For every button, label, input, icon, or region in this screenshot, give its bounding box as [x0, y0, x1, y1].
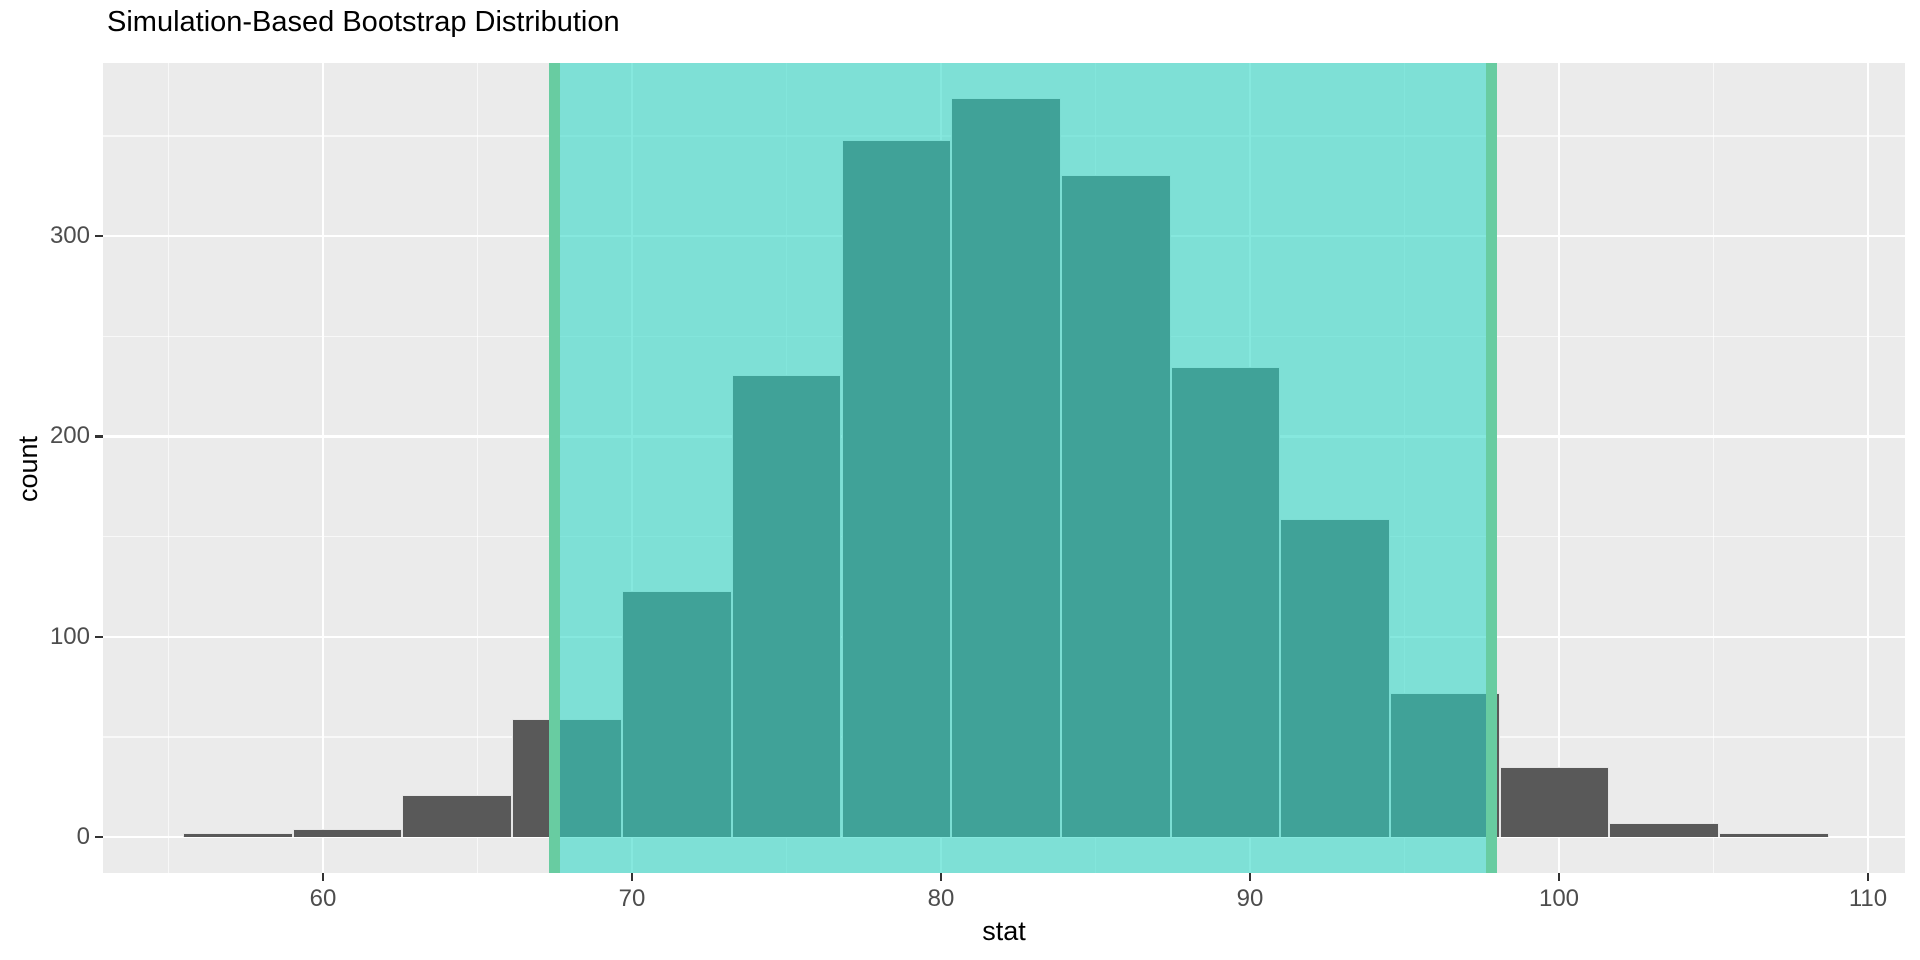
x-tick-label: 90 — [1236, 885, 1264, 912]
y-tick-mark — [95, 435, 103, 438]
histogram-bar — [292, 829, 403, 837]
x-tick-mark — [1249, 873, 1252, 881]
x-tick-label: 60 — [309, 885, 337, 912]
ci-lower-bound-line — [549, 63, 561, 873]
x-major-gridline — [321, 63, 325, 873]
x-axis-title: stat — [982, 916, 1026, 946]
x-tick-mark — [631, 873, 634, 881]
ci-upper-bound-line — [1485, 63, 1497, 873]
y-tick-mark — [95, 235, 103, 238]
histogram-bar — [1609, 823, 1720, 837]
y-axis-title: count — [13, 435, 43, 503]
x-tick-mark — [1867, 873, 1870, 881]
confidence-interval-region — [554, 63, 1492, 873]
histogram-bar — [402, 795, 513, 837]
y-tick-label: 100 — [49, 622, 90, 650]
y-tick-label: 0 — [76, 823, 90, 850]
x-tick-label: 110 — [1848, 885, 1888, 912]
histogram-bar — [1499, 767, 1610, 837]
x-minor-gridline — [477, 63, 479, 873]
x-major-gridline — [1557, 63, 1561, 873]
x-tick-label: 70 — [618, 885, 646, 912]
x-major-gridline — [1866, 63, 1870, 873]
x-tick-label: 80 — [927, 885, 955, 912]
x-minor-gridline — [168, 63, 170, 873]
histogram-bar — [1719, 833, 1829, 837]
x-tick-label: 100 — [1538, 885, 1580, 912]
y-tick-label: 300 — [49, 222, 90, 250]
plot-panel — [103, 63, 1905, 873]
histogram-bar — [183, 833, 293, 837]
y-tick-mark — [95, 635, 103, 639]
x-tick-mark — [322, 873, 325, 881]
x-tick-mark — [940, 873, 943, 881]
plot-title: Simulation-Based Bootstrap Distribution — [107, 6, 620, 38]
x-tick-mark — [1558, 873, 1561, 881]
y-tick-mark — [95, 836, 103, 839]
x-minor-gridline — [1713, 63, 1715, 873]
y-tick-label: 200 — [49, 422, 90, 450]
